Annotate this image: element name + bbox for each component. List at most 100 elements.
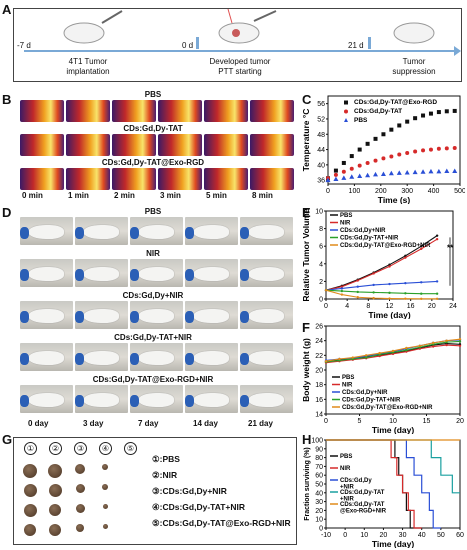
x-axis-label: Time (day)	[372, 425, 415, 434]
glove-shape	[185, 395, 194, 407]
data-point	[388, 282, 391, 286]
data-point	[420, 247, 423, 251]
y-tick-label: 8	[319, 226, 323, 233]
x-tick-label: 100	[349, 188, 361, 195]
data-point	[357, 173, 363, 178]
x-axis-label: Time (day)	[368, 310, 411, 319]
tumor-sample	[23, 464, 37, 478]
glove-shape	[20, 395, 29, 407]
thermal-image	[250, 134, 294, 156]
thermal-image	[250, 168, 294, 190]
photo-day-label: 14 day	[193, 419, 218, 428]
tumor-sample	[76, 524, 84, 532]
data-point	[372, 296, 375, 300]
thermal-time-label: 2 min	[114, 191, 135, 200]
group-number: ②	[49, 442, 62, 455]
mouse-body	[28, 309, 64, 323]
data-point	[420, 245, 423, 248]
glove-shape	[240, 311, 249, 323]
legend-label: NIR	[342, 383, 353, 389]
legend-label: CDs:Gd,Dy+NIR	[342, 390, 388, 396]
mouse-photo	[130, 217, 183, 245]
mouse-photo	[130, 385, 183, 413]
x-tick-label: 300	[401, 188, 413, 195]
mouse-photo	[240, 301, 293, 329]
data-point	[356, 290, 359, 294]
y-tick-label: 80	[315, 455, 323, 462]
data-point	[349, 174, 355, 179]
photo-day-label: 3 day	[83, 419, 104, 428]
data-point	[404, 254, 407, 258]
y-tick-label: 22	[315, 353, 323, 360]
data-point	[388, 291, 391, 295]
tumor-sample	[23, 484, 37, 497]
y-tick-label: 10	[315, 517, 323, 524]
x-tick-label: 10	[389, 418, 397, 425]
glove-shape	[240, 395, 249, 407]
chart-h: -10 0 10 20 30 40 50 600102030405060708090100Ti…	[304, 438, 464, 549]
group-number: ⑤	[124, 442, 137, 455]
marker-icon-2	[368, 37, 371, 49]
timeline-svg	[24, 8, 461, 56]
syringe-icon-1	[101, 10, 123, 24]
data-point	[418, 344, 421, 347]
glove-shape	[130, 311, 139, 323]
group-number: ④	[99, 442, 112, 455]
x-tick-label: 20	[428, 303, 436, 310]
data-point	[372, 291, 375, 294]
photo-group-label: CDs:Gd,Dy+NIR	[122, 291, 184, 300]
mouse-photo	[75, 259, 128, 287]
mouse-photo	[240, 385, 293, 413]
y-tick-label: 14	[315, 412, 323, 419]
x-tick-label: -10	[321, 532, 331, 539]
data-point	[420, 297, 423, 301]
thermal-time-label: 5 min	[206, 191, 227, 200]
glove-shape	[75, 227, 84, 239]
data-point	[445, 343, 448, 347]
y-tick-label: 6	[319, 244, 323, 251]
data-point	[436, 168, 442, 174]
photo-group-label: CDs:Gd,Dy-TAT+NIR	[114, 333, 192, 342]
mouse-body	[193, 393, 229, 407]
glove-shape	[20, 311, 29, 323]
data-point	[388, 263, 391, 266]
glove-shape	[75, 353, 84, 365]
data-point	[397, 123, 402, 128]
mouse-photo	[130, 343, 183, 371]
data-point	[388, 297, 391, 300]
y-tick-label: 18	[315, 382, 323, 389]
series-line	[325, 289, 438, 295]
data-point	[436, 110, 441, 115]
panel-label-g: G	[2, 432, 13, 447]
data-point	[356, 279, 359, 282]
data-point	[428, 111, 433, 116]
glove-shape	[240, 353, 249, 365]
thermal-group-1: PBS	[144, 90, 162, 99]
tumor-sample	[102, 464, 108, 470]
glove-shape	[130, 269, 139, 281]
data-point	[458, 338, 462, 341]
x-tick-label: 4	[345, 303, 349, 310]
legend-label: CDs:Gd,Dy-TAT@Exo-RGD+NIR	[342, 405, 433, 411]
data-point	[340, 289, 344, 293]
data-point	[435, 234, 439, 237]
y-tick-label: 90	[315, 446, 323, 453]
data-point	[388, 170, 394, 176]
x-tick-label: 0	[343, 532, 347, 539]
data-point	[421, 113, 426, 118]
mouse-body	[138, 267, 174, 281]
glove-shape	[240, 227, 249, 239]
timeline-label-2b: PTT starting	[218, 67, 262, 76]
legend-label: NIR	[340, 466, 351, 472]
mouse-photo	[130, 259, 183, 287]
photo-group-label: CDs:Gd,Dy-TAT@Exo-RGD+NIR	[92, 375, 214, 384]
data-point	[435, 297, 439, 301]
data-point	[378, 351, 381, 355]
mouse-photo	[130, 301, 183, 329]
timeline-panel: -7 d 0 d 21 d 4T1 Tumor implantation Dev…	[13, 8, 462, 82]
data-point	[341, 169, 346, 174]
mouse-photo	[240, 217, 293, 245]
data-point	[357, 147, 362, 152]
data-point	[373, 171, 379, 177]
tumor-sample	[75, 464, 85, 474]
